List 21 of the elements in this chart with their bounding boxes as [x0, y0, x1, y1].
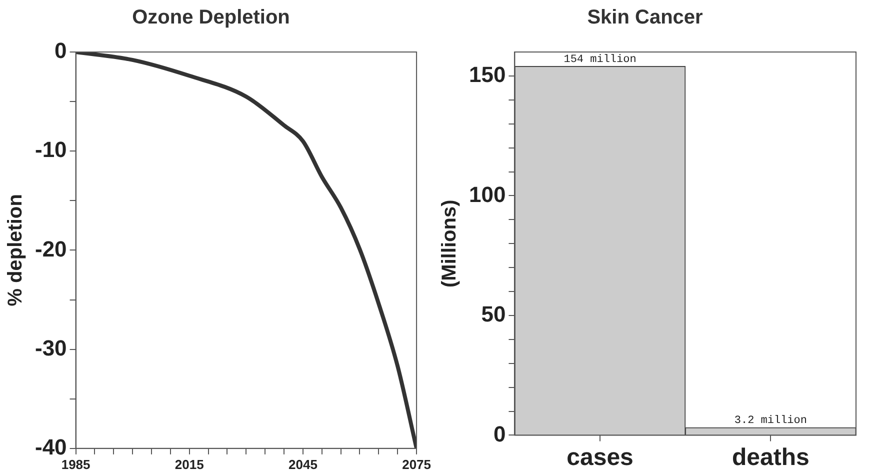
y-tick-label: -10 [35, 137, 67, 162]
y-axis-title: % depletion [4, 194, 27, 306]
y-tick-label: 100 [468, 182, 506, 207]
y-tick-label: 0 [493, 421, 506, 446]
y-axis-title: (Millions) [438, 200, 461, 288]
y-tick-label: 50 [481, 302, 506, 327]
chart-title: Ozone Depletion [132, 6, 290, 29]
chart-title: Skin Cancer [587, 6, 704, 29]
data-label: 3.2 million [734, 414, 807, 427]
x-tick-label: deaths [732, 444, 810, 472]
x-tick-label: 2045 [288, 456, 318, 472]
x-tick-label: 2015 [174, 456, 204, 472]
x-tick-label: 1985 [61, 456, 90, 472]
y-tick-label: -30 [35, 335, 67, 360]
y-tick-label: 0 [54, 38, 67, 64]
y-tick-label: -40 [35, 434, 67, 460]
x-tick-label: cases [566, 444, 634, 472]
data-label: 154 million [564, 54, 636, 66]
y-tick-label: -20 [35, 236, 67, 262]
y-tick-label: 150 [468, 62, 506, 88]
x-tick-label: 2075 [402, 456, 431, 472]
